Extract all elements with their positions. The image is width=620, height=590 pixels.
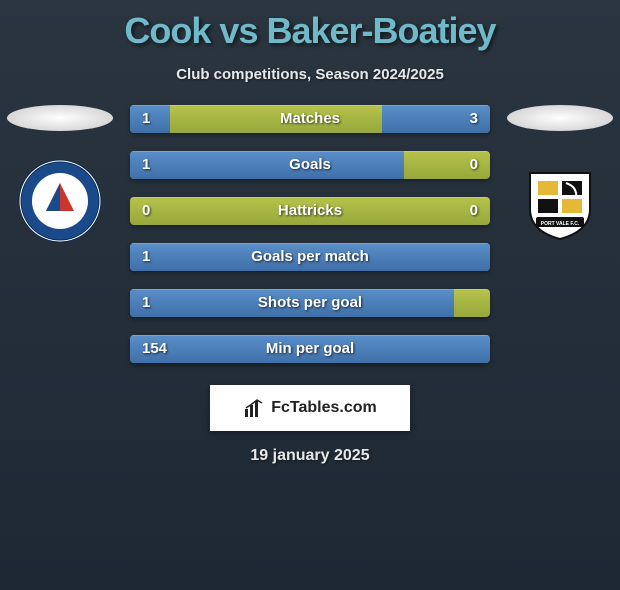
- right-crest-port-vale: PORT VALE F.C.: [518, 159, 602, 243]
- right-player-oval: [507, 105, 613, 131]
- stat-bar: 1Goals0: [130, 151, 490, 179]
- subtitle: Club competitions, Season 2024/2025: [0, 66, 620, 83]
- stats-bars: 1Matches31Goals00Hattricks01Goals per ma…: [120, 105, 500, 363]
- left-player-col: [0, 105, 120, 243]
- stat-label: Min per goal: [130, 335, 490, 363]
- stat-bar: 1Shots per goal: [130, 289, 490, 317]
- comparison-content: 1Matches31Goals00Hattricks01Goals per ma…: [0, 105, 620, 363]
- stat-label: Hattricks: [130, 197, 490, 225]
- stat-label: Shots per goal: [130, 289, 490, 317]
- stat-right-value: 0: [470, 151, 478, 179]
- chesterfield-crest-icon: [18, 159, 102, 243]
- stat-right-value: 0: [470, 197, 478, 225]
- stat-label: Goals: [130, 151, 490, 179]
- fctables-logo-icon: [243, 397, 265, 419]
- svg-text:PORT VALE F.C.: PORT VALE F.C.: [541, 221, 580, 227]
- left-player-oval: [7, 105, 113, 131]
- page-title: Cook vs Baker-Boatiey: [0, 10, 620, 52]
- watermark-text: FcTables.com: [271, 399, 377, 417]
- stat-bar: 1Goals per match: [130, 243, 490, 271]
- date-label: 19 january 2025: [0, 447, 620, 465]
- stat-bar: 0Hattricks0: [130, 197, 490, 225]
- right-player-col: PORT VALE F.C.: [500, 105, 620, 243]
- stat-label: Matches: [130, 105, 490, 133]
- stat-bar: 154Min per goal: [130, 335, 490, 363]
- stat-label: Goals per match: [130, 243, 490, 271]
- left-crest-chesterfield: [18, 159, 102, 243]
- port-vale-crest-icon: PORT VALE F.C.: [518, 159, 602, 243]
- watermark: FcTables.com: [210, 385, 410, 431]
- stat-right-value: 3: [470, 105, 478, 133]
- stat-bar: 1Matches3: [130, 105, 490, 133]
